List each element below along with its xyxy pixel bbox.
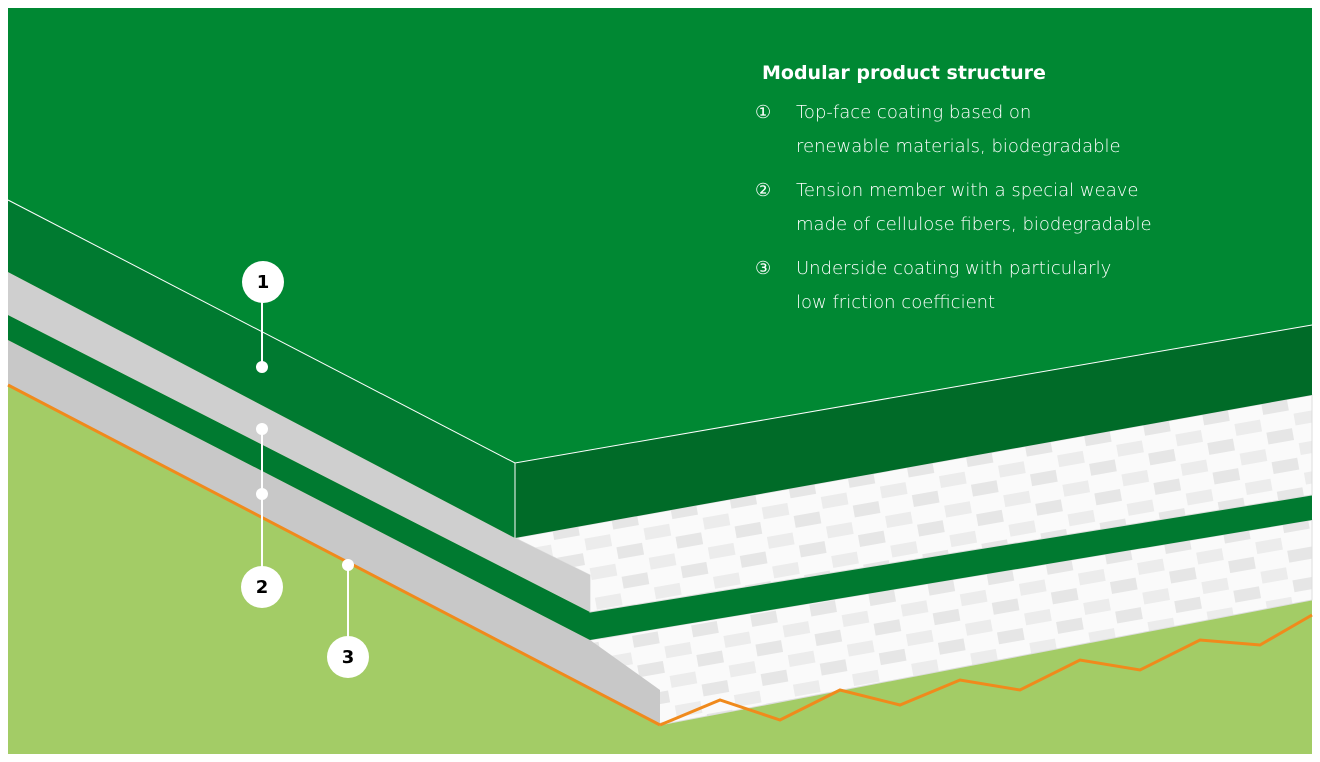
fabric-bottom-edge — [8, 340, 660, 725]
callout-number: 1 — [257, 272, 270, 293]
callout-number: 3 — [342, 647, 355, 668]
callout-number: 2 — [256, 577, 269, 598]
fabric-top-edge — [8, 272, 590, 612]
item-text: Underside coating with particularly — [796, 258, 1111, 279]
item-text: Top-face coating based on — [796, 102, 1031, 123]
item-text: made of cellulose fibers, biodegradable — [796, 214, 1152, 235]
callout-dot — [256, 488, 268, 500]
underside-coating — [7, 383, 661, 727]
callout-badge — [327, 636, 369, 678]
item-marker: ② — [755, 180, 771, 201]
middle-layer-front — [590, 495, 1312, 640]
middle-layer-left — [8, 315, 590, 640]
item-marker: ③ — [755, 258, 771, 279]
callout-dot — [342, 559, 354, 571]
item-marker: ① — [755, 102, 771, 123]
callout-badge — [241, 566, 283, 608]
title: Modular product structure — [762, 62, 1046, 84]
top-layer-front — [515, 325, 1312, 538]
fabric-top-face — [513, 394, 1313, 613]
callout-dot — [256, 423, 268, 435]
item-text: renewable materials, biodegradable — [796, 136, 1121, 157]
callout-badge — [242, 261, 284, 303]
underside-coating-edge — [659, 613, 1313, 727]
item-text: low friction coefficient — [796, 292, 995, 313]
item-text: Tension member with a special weave — [796, 180, 1138, 201]
callout-dot — [256, 361, 268, 373]
top-surface — [8, 8, 1312, 463]
